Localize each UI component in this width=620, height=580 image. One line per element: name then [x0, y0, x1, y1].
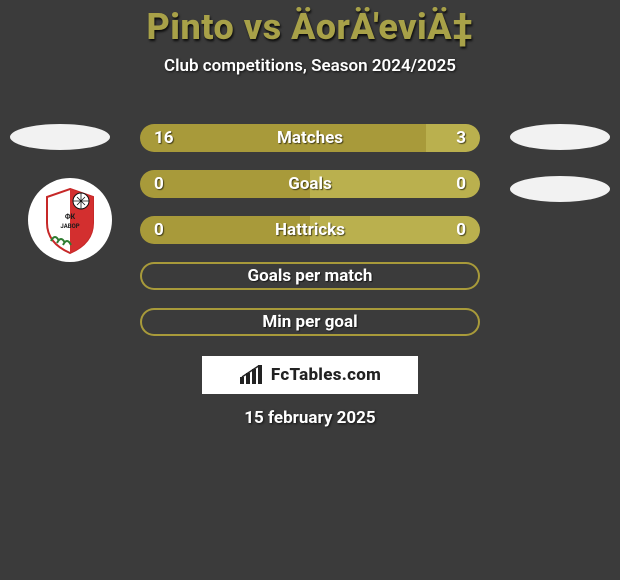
svg-text:ЈАВОР: ЈАВОР [60, 223, 79, 230]
stat-label: Min per goal [140, 308, 480, 336]
player-right-badge-placeholder-2 [510, 176, 610, 202]
stat-bar-right-fill [310, 170, 480, 198]
watermark-text: FcTables.com [271, 365, 381, 385]
stat-bar-left-fill [140, 124, 426, 152]
stat-value-left: 0 [154, 216, 164, 244]
page-title: Pinto vs ÄorÄ'eviÄ‡ [0, 0, 620, 48]
subtitle: Club competitions, Season 2024/2025 [0, 56, 620, 76]
stat-bar: Min per goal [140, 308, 480, 336]
stat-value-right: 0 [456, 170, 466, 198]
stat-bar: 163Matches [140, 124, 480, 152]
stat-bar-left-fill [140, 216, 310, 244]
comparison-bars: 163Matches00Goals00HattricksGoals per ma… [140, 124, 480, 354]
watermark-chart-icon [239, 365, 265, 385]
svg-text:ФК: ФК [65, 213, 76, 221]
watermark: FcTables.com [202, 356, 418, 394]
player-left-badge-placeholder [10, 124, 110, 150]
stat-value-right: 3 [456, 124, 466, 152]
player-right-badge-placeholder-1 [510, 124, 610, 150]
stats-card: Pinto vs ÄorÄ'eviÄ‡ Club competitions, S… [0, 0, 620, 580]
stat-value-right: 0 [456, 216, 466, 244]
stat-value-left: 16 [154, 124, 174, 152]
stat-bar-right-fill [426, 124, 480, 152]
stat-value-left: 0 [154, 170, 164, 198]
stat-bar-right-fill [310, 216, 480, 244]
date-label: 15 february 2025 [0, 408, 620, 428]
stat-bar-left-fill [140, 170, 310, 198]
stat-bar: 00Hattricks [140, 216, 480, 244]
club-crest: ФК ЈАВОР [28, 178, 112, 262]
stat-bar: Goals per match [140, 262, 480, 290]
stat-bar: 00Goals [140, 170, 480, 198]
stat-label: Goals per match [140, 262, 480, 290]
club-crest-icon: ФК ЈАВОР [33, 183, 107, 257]
